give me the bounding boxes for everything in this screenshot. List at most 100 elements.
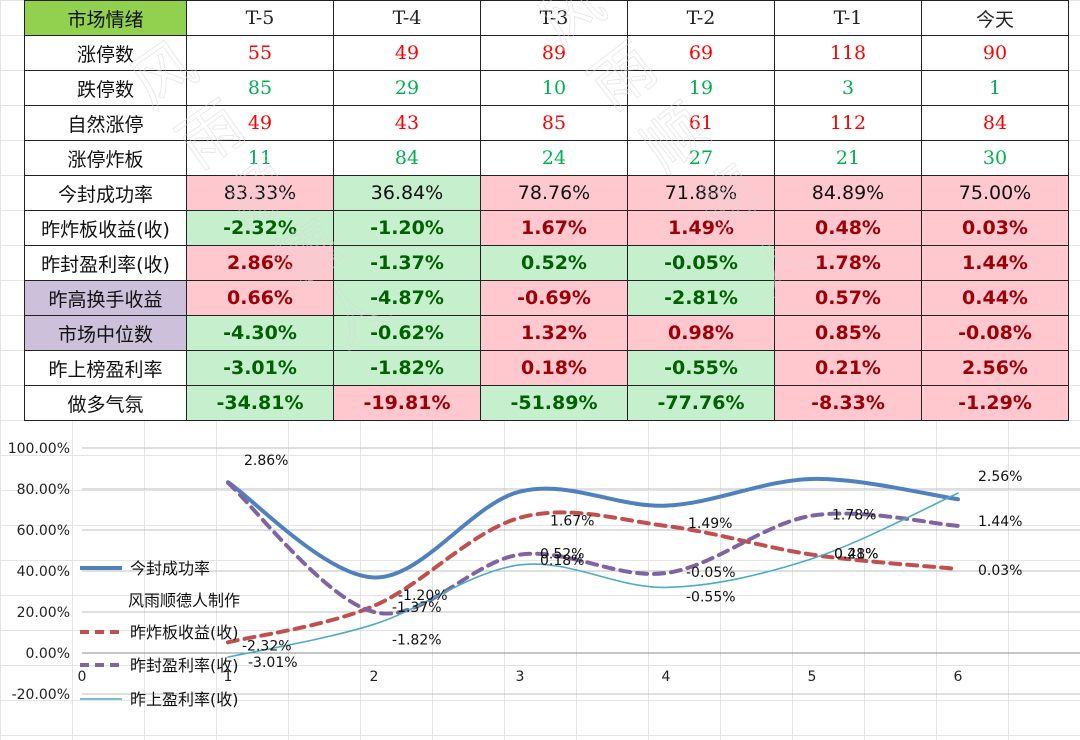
- row-label: 做多气氛: [24, 385, 187, 421]
- table-cell: 55: [186, 35, 334, 71]
- data-label: -0.05%: [686, 565, 736, 581]
- column-header: T-1: [774, 0, 922, 36]
- table-cell: 11: [186, 140, 334, 176]
- table-cell: 90: [921, 35, 1069, 71]
- table-cell: 0.52%: [480, 245, 628, 281]
- table-cell: -1.29%: [921, 385, 1069, 421]
- table-cell: 71.88%: [627, 175, 775, 211]
- table-cell: 1: [921, 70, 1069, 106]
- table-row: 市场中位数 -4.30% -0.62% 1.32% 0.98% 0.85% -0.08%: [24, 315, 1069, 351]
- legend-entry: 今封成功率: [130, 559, 210, 578]
- table-cell: 0.98%: [627, 315, 775, 351]
- table-cell: 43: [333, 105, 481, 141]
- table-cell: 85: [480, 105, 628, 141]
- data-label: -2.32%: [242, 638, 292, 654]
- table-row: 涨停数 55 49 89 69 118 90: [24, 35, 1069, 71]
- data-label: -1.37%: [392, 600, 442, 616]
- legend-entry: 昨炸板收益(收): [130, 623, 239, 642]
- table-cell: 0.44%: [921, 280, 1069, 316]
- table-cell: -0.08%: [921, 315, 1069, 351]
- table-cell: 21: [774, 140, 922, 176]
- table-cell: -4.87%: [333, 280, 481, 316]
- series-line: [227, 492, 959, 658]
- y-tick-label: 20.00%: [17, 605, 70, 621]
- table-cell: -19.81%: [333, 385, 481, 421]
- legend-entry: 昨上盈利率(收): [130, 690, 239, 709]
- table-cell: 24: [480, 140, 628, 176]
- data-label: 2.86%: [244, 453, 288, 469]
- x-tick-label: 3: [516, 669, 525, 685]
- table-cell: -8.33%: [774, 385, 922, 421]
- row-label: 昨高换手收益: [24, 280, 187, 316]
- x-tick-label: 1: [224, 669, 233, 685]
- x-tick-label: 0: [78, 669, 87, 685]
- data-label: 0.52%: [540, 547, 584, 563]
- table-cell: 69: [627, 35, 775, 71]
- market-sentiment-table: 市场情绪 T-5 T-4 T-3 T-2 T-1 今天 涨停数 55 49 89 69 118 90 跌停数…: [24, 0, 1069, 421]
- table-cell: 75.00%: [921, 175, 1069, 211]
- data-label: -1.82%: [392, 632, 442, 648]
- table-cell: -51.89%: [480, 385, 628, 421]
- table-cell: -0.62%: [333, 315, 481, 351]
- table-cell: 84.89%: [774, 175, 922, 211]
- row-label: 涨停数: [24, 35, 187, 71]
- table-cell: -1.20%: [333, 210, 481, 246]
- table-cell: 29: [333, 70, 481, 106]
- table-cell: -1.37%: [333, 245, 481, 281]
- data-label: -0.55%: [686, 589, 736, 605]
- table-cell: -1.82%: [333, 350, 481, 386]
- x-tick-label: 4: [662, 669, 671, 685]
- table-cell: 19: [627, 70, 775, 106]
- row-label: 昨炸板收益(收): [24, 210, 187, 246]
- series-line: [226, 510, 960, 645]
- table-cell: -77.76%: [627, 385, 775, 421]
- table-cell: -3.01%: [186, 350, 334, 386]
- table-cell: 10: [480, 70, 628, 106]
- table-cell: 0.03%: [921, 210, 1069, 246]
- table-cell: 49: [333, 35, 481, 71]
- column-header: 今天: [921, 0, 1069, 36]
- row-label: 昨上榜盈利率: [24, 350, 187, 386]
- table-row: 昨上榜盈利率 -3.01% -1.82% 0.18% -0.55% 0.21% 2.56%: [24, 350, 1069, 386]
- table-cell: 1.67%: [480, 210, 628, 246]
- data-label: 1.49%: [688, 516, 732, 532]
- table-row: 做多气氛 -34.81% -19.81% -51.89% -77.76% -8.33% -1…: [24, 385, 1069, 421]
- data-label: 0.48%: [834, 547, 878, 563]
- series-line: [226, 476, 960, 580]
- table-row: 涨停炸板 11 84 24 27 21 30: [24, 140, 1069, 176]
- table-cell: 0.21%: [774, 350, 922, 386]
- table-cell: 1.32%: [480, 315, 628, 351]
- table-cell: 83.33%: [186, 175, 334, 211]
- table-cell: -2.32%: [186, 210, 334, 246]
- table-cell: 0.66%: [186, 280, 334, 316]
- legend-entry: 昨封盈利率(收): [130, 656, 239, 675]
- table-cell: 78.76%: [480, 175, 628, 211]
- row-label: 涨停炸板: [24, 140, 187, 176]
- table-cell: -34.81%: [186, 385, 334, 421]
- table-cell: 49: [186, 105, 334, 141]
- x-tick-label: 2: [370, 669, 379, 685]
- y-tick-label: 60.00%: [17, 523, 70, 539]
- table-cell: -4.30%: [186, 315, 334, 351]
- table-cell: -2.81%: [627, 280, 775, 316]
- x-tick-label: 6: [954, 669, 963, 685]
- data-label: 0.03%: [978, 563, 1022, 579]
- row-label: 今封成功率: [24, 175, 187, 211]
- table-cell: 118: [774, 35, 922, 71]
- table-cell: 0.57%: [774, 280, 922, 316]
- legend-note: 风雨顺德人制作: [128, 591, 240, 610]
- table-cell: -0.05%: [627, 245, 775, 281]
- table-row: 跌停数 85 29 10 19 3 1: [24, 70, 1069, 106]
- row-label: 自然涨停: [24, 105, 187, 141]
- table-cell: 2.56%: [921, 350, 1069, 386]
- column-header: T-3: [480, 0, 628, 36]
- line-chart: -20.00%0.00%20.00%40.00%60.00%80.00%100.…: [8, 441, 1080, 709]
- table-row: 自然涨停 49 43 85 61 112 84: [24, 105, 1069, 141]
- table-row: 昨高换手收益 0.66% -4.87% -0.69% -2.81% 0.57% 0.44%: [24, 280, 1069, 316]
- row-label: 跌停数: [24, 70, 187, 106]
- table-cell: 89: [480, 35, 628, 71]
- x-tick-label: 5: [808, 669, 817, 685]
- data-label: 1.78%: [832, 508, 876, 524]
- row-label: 昨封盈利率(收): [24, 245, 187, 281]
- y-tick-label: -20.00%: [12, 687, 70, 703]
